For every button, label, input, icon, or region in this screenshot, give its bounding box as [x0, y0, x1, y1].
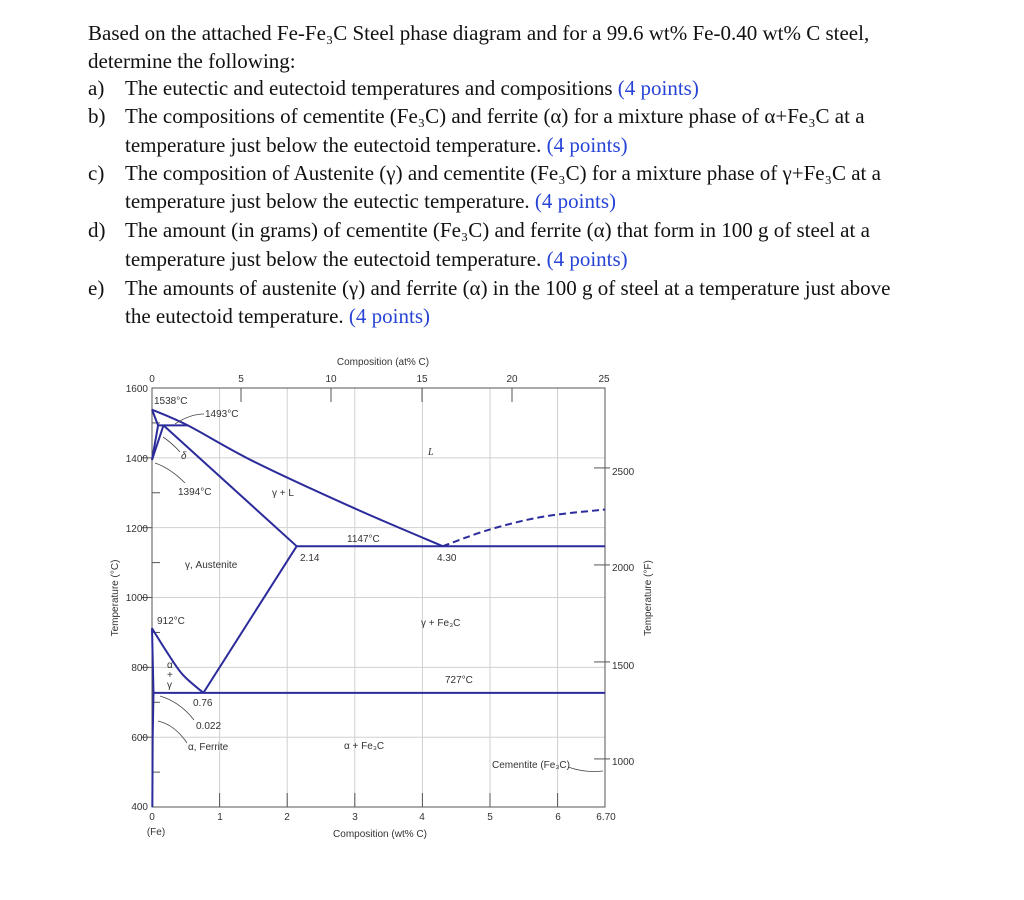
- bottom-tick-label: 3: [352, 812, 358, 823]
- label-727: 727°C: [445, 675, 473, 686]
- item-text: The compositions of cementite (Fe₃C) and…: [125, 104, 865, 128]
- boundary-acm: [202, 545, 298, 694]
- bottom-tick-label: 4: [419, 812, 425, 823]
- label-alpha: α: [167, 660, 173, 671]
- right-axis-title: Temperature (°F): [643, 560, 654, 636]
- label-0.022: 0.022: [196, 721, 221, 732]
- label-delta: δ: [181, 451, 187, 462]
- points-label: (4 points): [348, 304, 430, 328]
- item-label: c): [88, 161, 105, 185]
- item-text: The amount (in grams) of cementite (Fe₃C…: [125, 218, 870, 242]
- bottom-tick-label: 1: [217, 812, 223, 823]
- left-tick-label: 1600: [126, 384, 149, 395]
- left-tick-label: 1000: [126, 593, 149, 604]
- right-tick-label: 1500: [612, 661, 635, 672]
- label-gamma: γ: [167, 680, 172, 691]
- boundary-delta-left: [151, 409, 160, 461]
- item-label: e): [88, 276, 105, 300]
- arrow-0.022: [159, 695, 195, 721]
- right-tick-label: 2000: [612, 563, 635, 574]
- item-text: The composition of Austenite (γ) and cem…: [125, 161, 881, 185]
- label-ferrite: α, Ferrite: [188, 742, 229, 753]
- boundary-a3: [151, 627, 205, 694]
- item-text: temperature just below the eutectoid tem…: [125, 133, 542, 157]
- bottom-tick-label: 0: [149, 812, 155, 823]
- arrow-1493: [174, 413, 205, 425]
- right-tick-label: 2500: [612, 467, 635, 478]
- top-tick-label: 25: [598, 374, 610, 385]
- boundary-liquidus-fe3c-dashed: [442, 508, 606, 548]
- right-tick-label: 1000: [612, 757, 635, 768]
- intro-line-1: Based on the attached Fe-Fe₃C Steel phas…: [88, 21, 870, 45]
- bottom-tick-label: 6: [555, 812, 561, 823]
- boundary-alpha-gamma: [151, 628, 155, 693]
- item-text: temperature just below the eutectic temp…: [125, 189, 530, 213]
- item-text: the eutectoid temperature.: [125, 304, 344, 328]
- item-label: a): [88, 76, 105, 100]
- bottom-tick-label: 5: [487, 812, 493, 823]
- item-text: The eutectic and eutectoid temperatures …: [125, 76, 613, 100]
- left-tick-label: 400: [131, 802, 148, 813]
- intro-line-2: determine the following:: [88, 49, 296, 73]
- arrow-cementite: [567, 766, 604, 772]
- bottom-axis-title: Composition (wt% C): [333, 829, 427, 840]
- leader-arrows: [154, 413, 604, 772]
- top-tick-label: 0: [149, 374, 155, 385]
- item-text: temperature just below the eutectoid tem…: [125, 247, 542, 271]
- grid: [152, 388, 605, 807]
- label-0.76: 0.76: [193, 698, 213, 709]
- bottom-tick-label: 6.70: [596, 812, 616, 823]
- bottom-tick-label: 2: [284, 812, 290, 823]
- left-tick-label: 600: [131, 733, 148, 744]
- label-plus: +: [167, 670, 173, 681]
- points-label: (4 points): [617, 76, 699, 100]
- left-tick-label: 800: [131, 663, 148, 674]
- axis-ticks: [142, 388, 610, 807]
- points-label: (4 points): [546, 247, 628, 271]
- fe-label: (Fe): [147, 827, 165, 838]
- arrow-1394: [154, 462, 186, 484]
- boundary-solidus: [162, 424, 298, 547]
- arrow-delta: [162, 436, 181, 453]
- label-1493: 1493°C: [205, 409, 238, 420]
- top-tick-label: 20: [506, 374, 518, 385]
- boundary-alpha-solvus: [151, 692, 155, 808]
- top-tick-label: 5: [238, 374, 244, 385]
- label-4.30: 4.30: [437, 553, 457, 564]
- label-gamma-fe3c: γ + Fe₃C: [421, 618, 460, 629]
- left-tick-label: 1400: [126, 454, 149, 465]
- label-1147: 1147°C: [347, 534, 380, 545]
- top-tick-label: 15: [416, 374, 428, 385]
- label-gamma-l: γ + L: [272, 488, 294, 499]
- label-1394: 1394°C: [178, 487, 211, 498]
- label-austenite: γ, Austenite: [185, 560, 238, 571]
- label-2.14: 2.14: [300, 553, 320, 564]
- item-label: d): [88, 218, 106, 242]
- points-label: (4 points): [534, 189, 616, 213]
- label-912: 912°C: [157, 616, 185, 627]
- points-label: (4 points): [546, 133, 628, 157]
- boundary-liquidus: [151, 408, 444, 548]
- phase-boundaries: [151, 408, 606, 808]
- label-1538: 1538°C: [154, 396, 187, 407]
- item-label: b): [88, 104, 106, 128]
- label-alpha-fe3c: α + Fe₃C: [344, 741, 384, 752]
- left-axis-title: Temperature (°C): [110, 560, 121, 637]
- top-axis-title: Composition (at% C): [337, 357, 429, 368]
- boundary-delta-gamma: [151, 425, 165, 461]
- arrow-ferrite: [157, 720, 188, 744]
- left-tick-label: 1200: [126, 524, 149, 535]
- label-liquid: L: [427, 447, 434, 458]
- label-cementite: Cementite (Fe₃C): [492, 760, 570, 771]
- top-tick-label: 10: [325, 374, 337, 385]
- item-text: The amounts of austenite (γ) and ferrite…: [125, 276, 891, 300]
